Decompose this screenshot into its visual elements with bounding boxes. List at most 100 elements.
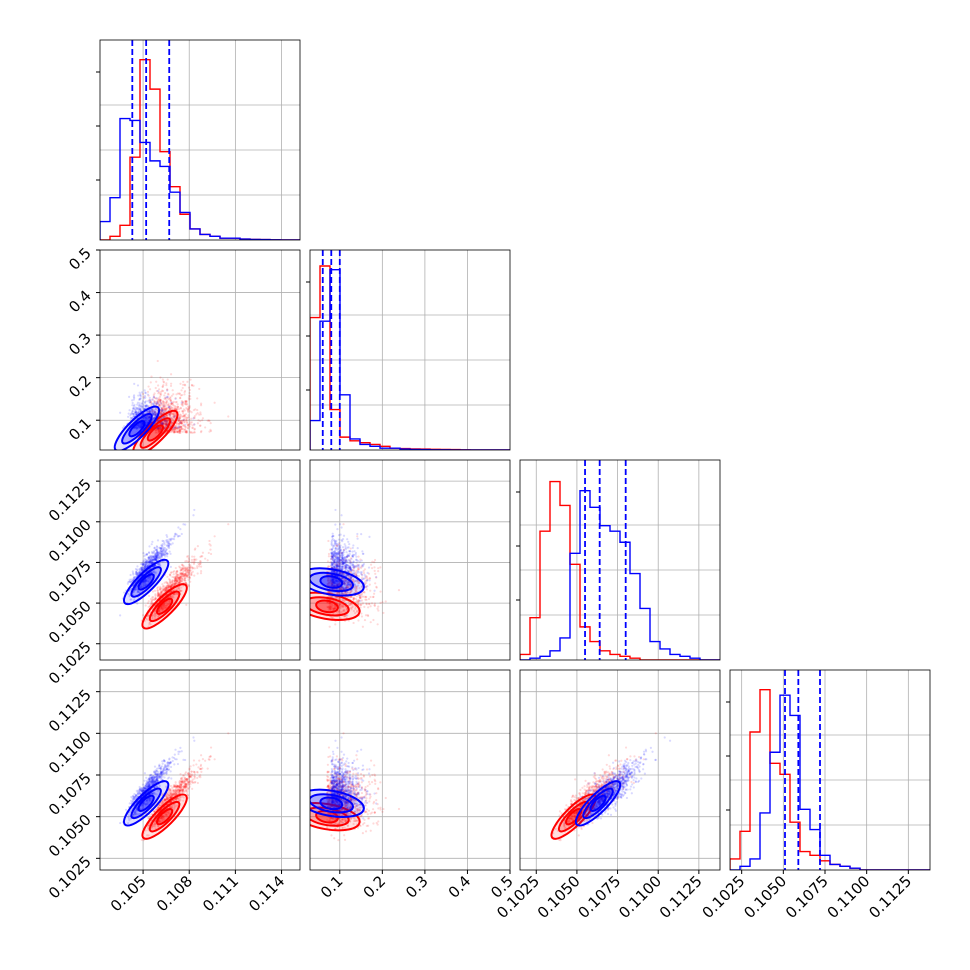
- scatter-point: [179, 421, 182, 425]
- scatter-point: [345, 586, 349, 589]
- scatter-point: [159, 592, 162, 595]
- scatter-point: [175, 570, 178, 574]
- scatter-point: [342, 559, 345, 562]
- scatter-point: [173, 414, 176, 417]
- scatter-point: [187, 414, 190, 417]
- scatter-point: [354, 579, 357, 582]
- scatter-point: [367, 597, 371, 601]
- scatter-point: [149, 559, 152, 562]
- scatter-point: [143, 555, 146, 558]
- scatter-point: [160, 409, 164, 413]
- scatter-point: [158, 593, 161, 597]
- scatter-point: [133, 407, 136, 411]
- scatter-point: [165, 540, 168, 544]
- scatter-point: [147, 418, 150, 421]
- scatter-point: [132, 414, 135, 417]
- scatter-point: [164, 552, 167, 555]
- scatter-point: [162, 606, 165, 609]
- scatter-point: [150, 410, 153, 413]
- scatter-point: [335, 581, 338, 584]
- scatter-point: [332, 580, 335, 583]
- scatter-point: [192, 417, 195, 420]
- scatter-point: [147, 576, 150, 580]
- scatter-point: [150, 550, 154, 553]
- scatter-point: [158, 429, 161, 432]
- scatter-point: [185, 403, 188, 406]
- scatter-point: [180, 403, 183, 406]
- scatter-point: [369, 589, 372, 592]
- scatter-point: [172, 411, 175, 415]
- scatter-point: [156, 389, 160, 393]
- scatter-point: [132, 590, 135, 593]
- scatter-point: [168, 406, 171, 409]
- scatter-point: [174, 401, 177, 404]
- scatter-point: [181, 564, 184, 567]
- scatter-point: [334, 606, 337, 610]
- scatter-point: [184, 574, 187, 577]
- scatter-point: [147, 416, 151, 419]
- scatter-point: [139, 568, 142, 571]
- scatter-point: [152, 411, 156, 415]
- scatter-point: [163, 405, 166, 408]
- scatter-point: [155, 397, 158, 400]
- scatter-point: [177, 422, 181, 425]
- scatter-point: [149, 555, 153, 559]
- scatter-point: [171, 422, 174, 425]
- scatter-point: [162, 589, 165, 592]
- scatter-point: [163, 603, 166, 606]
- scatter-point: [328, 604, 331, 607]
- scatter-point: [174, 575, 178, 578]
- scatter-point: [176, 392, 180, 395]
- scatter-point: [339, 567, 342, 570]
- scatter-point: [152, 408, 155, 411]
- scatter-point: [159, 607, 162, 610]
- scatter-point: [143, 564, 147, 567]
- scatter-point: [334, 582, 337, 585]
- scatter-point: [177, 582, 180, 585]
- scatter-point: [178, 587, 181, 590]
- scatter-point: [360, 593, 363, 596]
- scatter-point: [182, 574, 185, 577]
- scatter-point: [149, 557, 152, 561]
- scatter-point: [168, 585, 171, 588]
- scatter-point: [157, 593, 160, 596]
- scatter-point: [150, 559, 153, 563]
- scatter-point: [134, 412, 137, 416]
- scatter-point: [159, 408, 162, 411]
- scatter-point: [357, 603, 360, 606]
- scatter-point: [144, 565, 147, 568]
- scatter-point: [187, 583, 190, 587]
- scatter-point: [193, 431, 196, 434]
- scatter-point: [343, 543, 346, 546]
- scatter-point: [158, 426, 161, 430]
- scatter-point: [148, 411, 151, 414]
- scatter-point: [162, 552, 165, 555]
- scatter-point: [158, 556, 161, 559]
- scatter-point: [342, 561, 345, 564]
- scatter-point: [327, 583, 330, 586]
- scatter-point: [347, 554, 350, 557]
- scatter-point: [201, 551, 205, 554]
- scatter-point: [159, 554, 163, 558]
- scatter-point: [139, 426, 142, 429]
- scatter-point: [178, 580, 182, 584]
- scatter-point: [332, 585, 335, 588]
- scatter-point: [147, 563, 150, 566]
- scatter-point: [337, 572, 341, 575]
- scatter-point: [161, 544, 164, 547]
- scatter-point: [208, 543, 211, 546]
- scatter-point: [356, 600, 359, 603]
- scatter-point: [189, 397, 192, 401]
- scatter-point: [357, 599, 360, 602]
- scatter-point: [329, 607, 333, 610]
- panel-background: [100, 250, 300, 450]
- scatter-point: [177, 425, 180, 428]
- scatter-point: [138, 570, 141, 573]
- scatter-point: [349, 582, 352, 585]
- scatter-point: [180, 572, 183, 575]
- scatter-point: [147, 580, 150, 583]
- scatter-point: [166, 389, 169, 392]
- scatter-point: [352, 560, 355, 563]
- scatter-point: [139, 409, 142, 413]
- scatter-point: [187, 556, 190, 560]
